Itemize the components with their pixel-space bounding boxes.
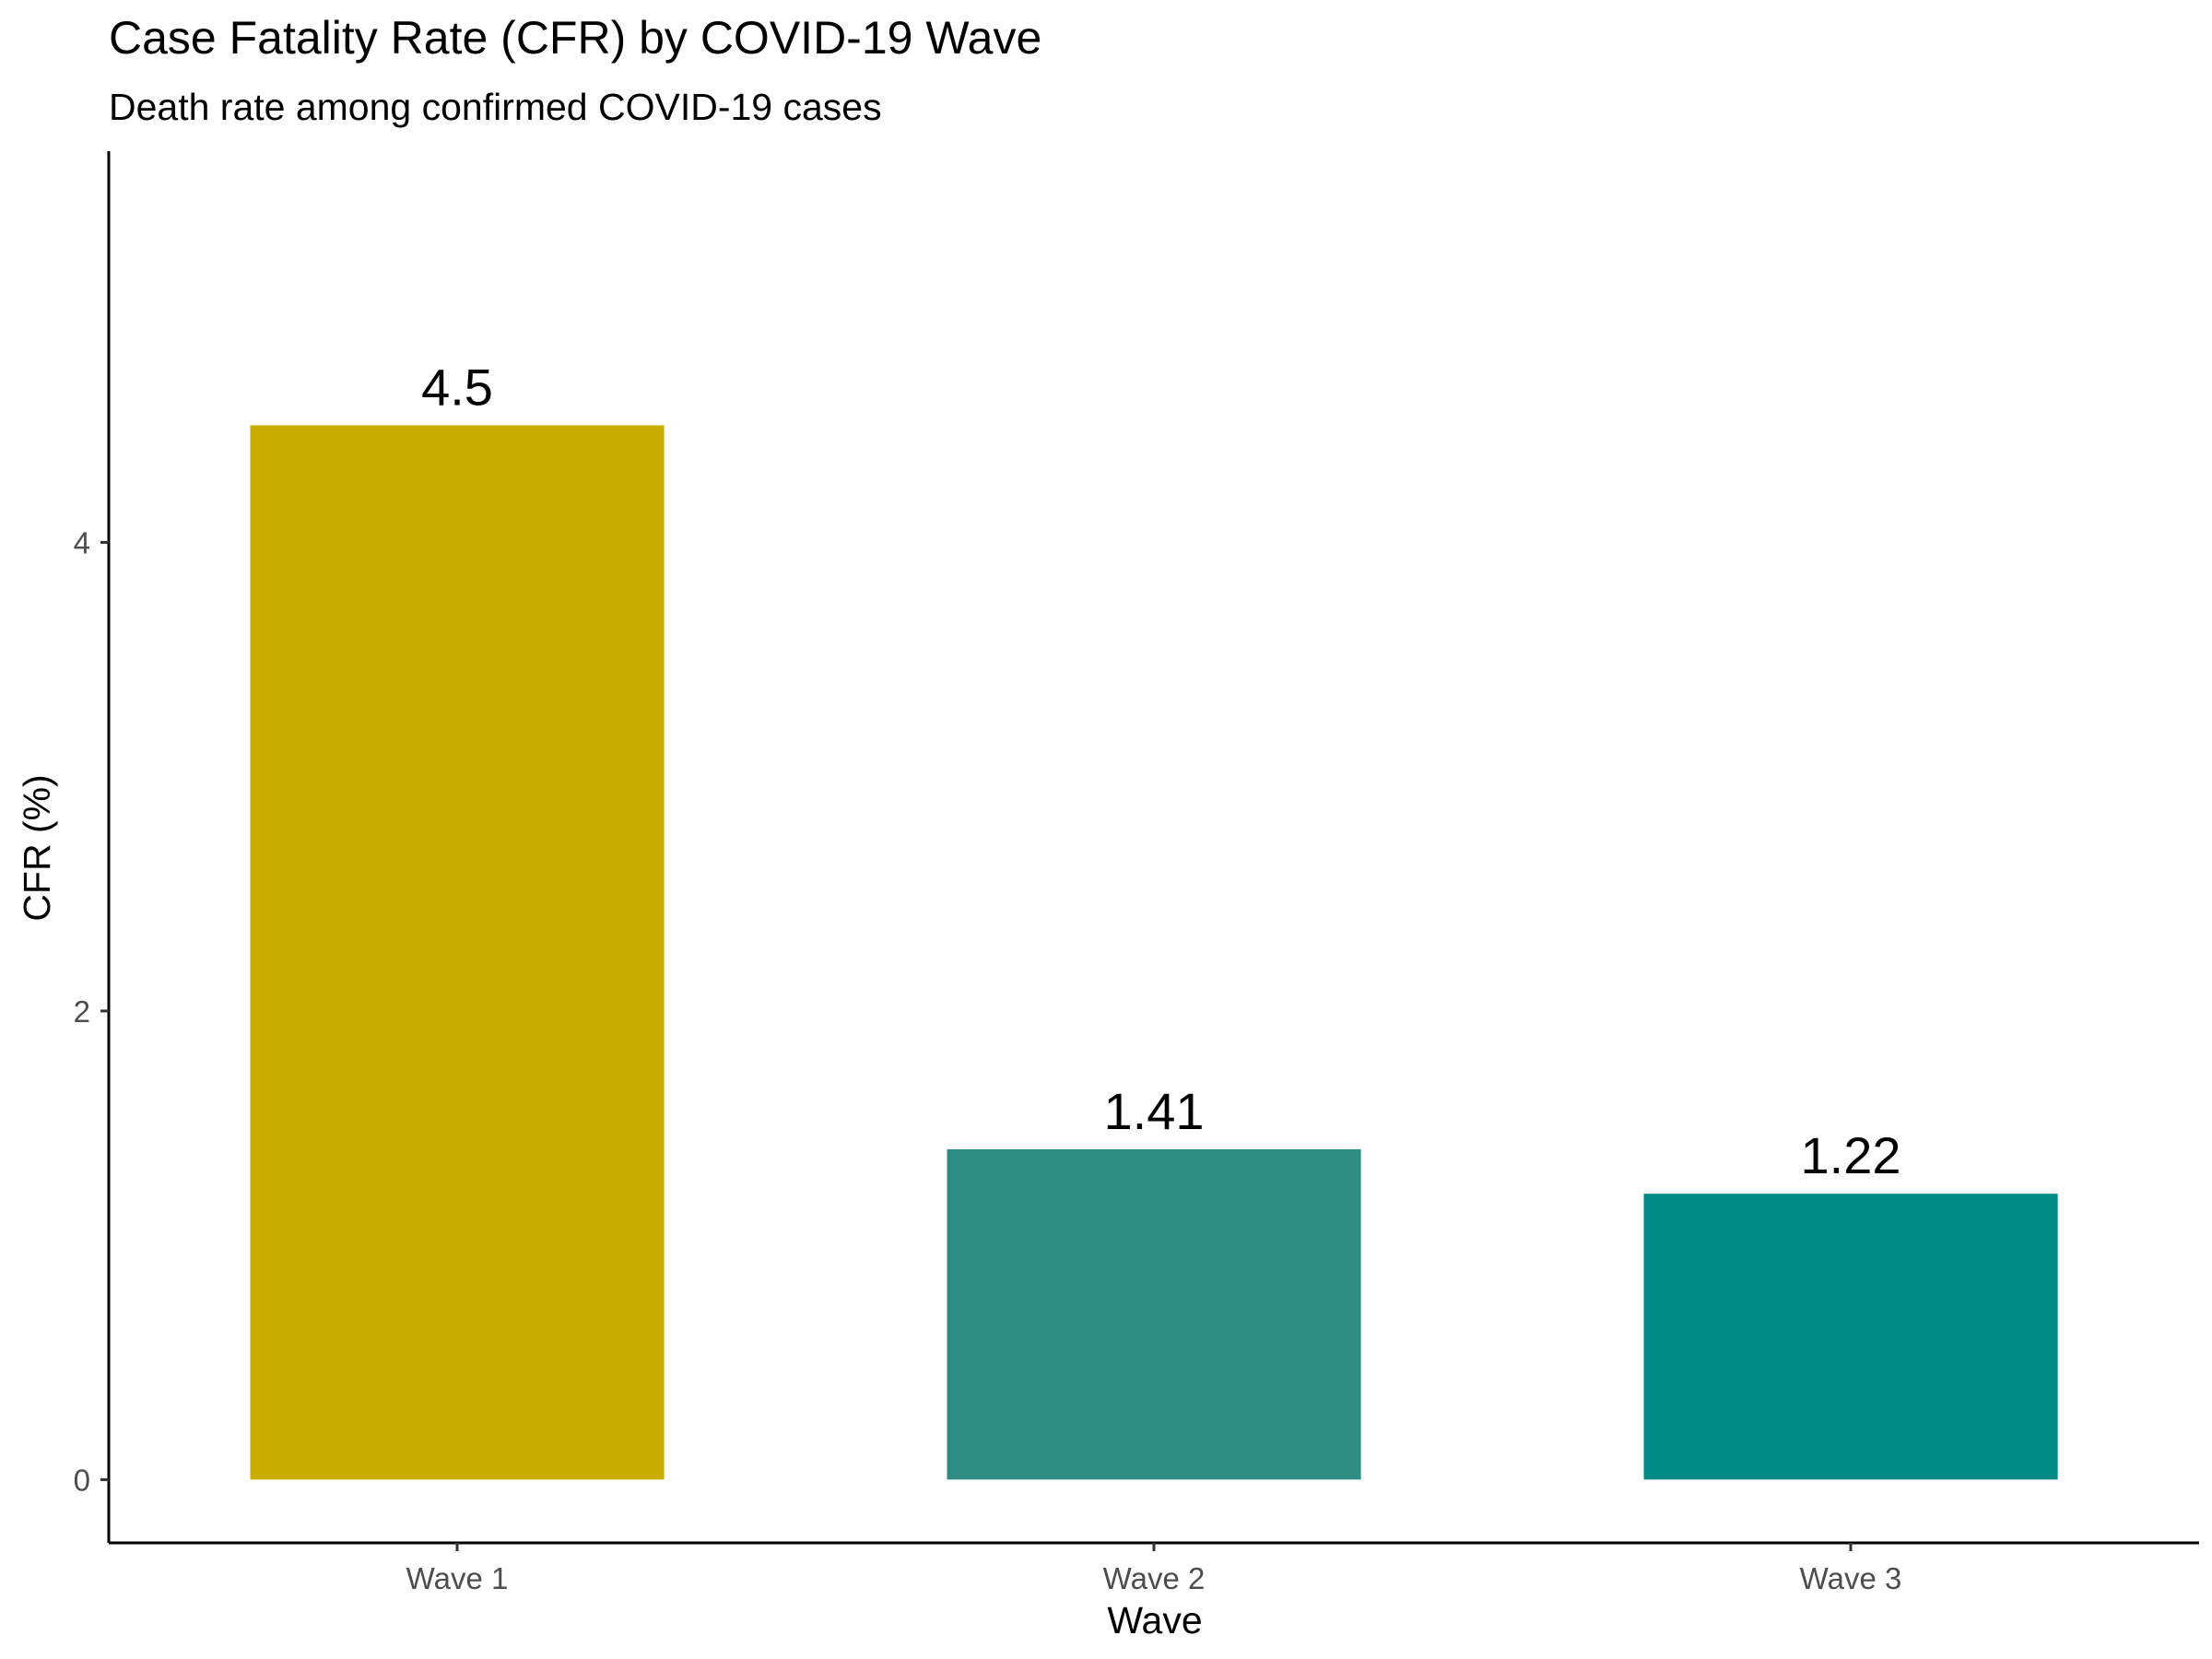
x-axis-title: Wave <box>1107 1599 1202 1641</box>
x-axis: Wave 1 Wave 2 Wave 3 <box>109 1541 2199 1595</box>
y-axis-title: CFR (%) <box>16 774 58 921</box>
bar-value-label: 4.5 <box>421 358 493 416</box>
bars-layer <box>250 425 2058 1480</box>
x-tick-label: Wave 3 <box>1800 1561 1902 1595</box>
bar-1 <box>250 425 665 1480</box>
y-tick-label: 0 <box>74 1463 90 1497</box>
x-tick-label: Wave 1 <box>406 1561 509 1595</box>
bar-3 <box>1643 1194 2058 1480</box>
chart-subtitle: Death rate among confirmed COVID-19 case… <box>109 86 882 128</box>
y-tick-label: 2 <box>74 994 90 1029</box>
bar-value-label: 1.22 <box>1801 1126 1901 1184</box>
y-axis: 0 2 4 <box>74 151 111 1543</box>
value-labels-layer: 4.5 1.41 1.22 <box>421 358 1900 1184</box>
bar-value-label: 1.41 <box>1104 1082 1205 1140</box>
chart-title: Case Fatality Rate (CFR) by COVID-19 Wav… <box>109 12 1041 64</box>
y-tick-label: 4 <box>74 526 90 560</box>
bar-2 <box>947 1148 1361 1480</box>
x-tick-label: Wave 2 <box>1103 1561 1206 1595</box>
